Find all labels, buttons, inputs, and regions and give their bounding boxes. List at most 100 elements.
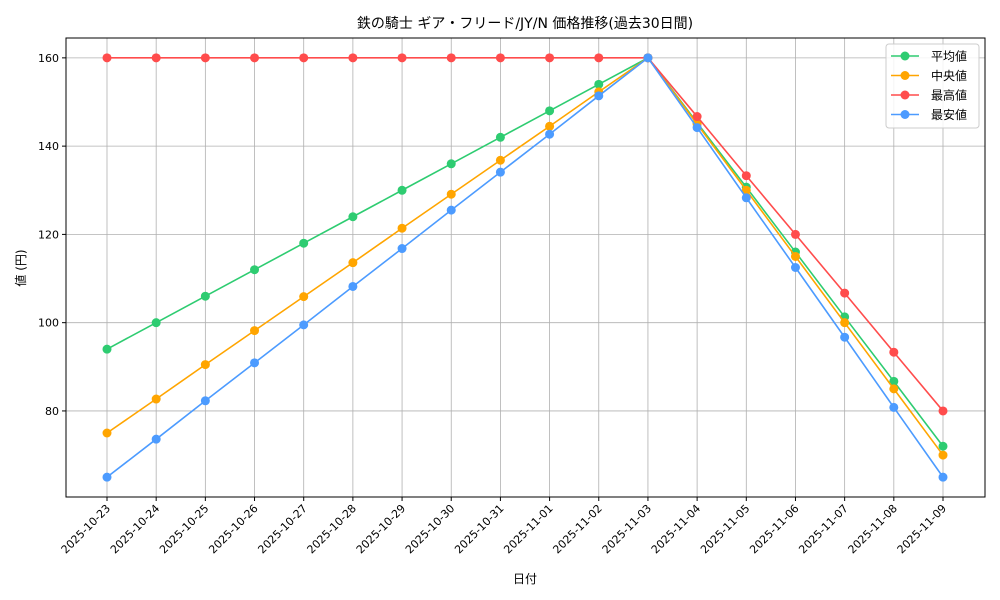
data-point (938, 450, 948, 460)
data-point (348, 53, 358, 63)
data-point (938, 472, 948, 482)
data-point (250, 265, 260, 275)
data-point (200, 396, 210, 406)
data-point (446, 205, 456, 215)
y-axis-label: 値 (円) (13, 249, 28, 286)
y-tick-label: 120 (38, 228, 59, 241)
data-point (889, 376, 899, 386)
x-tick-label: 2025-10-24 (108, 502, 162, 556)
data-point (299, 53, 309, 63)
data-point (397, 244, 407, 254)
data-point (889, 347, 899, 357)
x-tick-label: 2025-11-04 (649, 502, 703, 556)
data-point (594, 53, 604, 63)
x-tick-label: 2025-10-23 (59, 502, 113, 556)
y-tick-label: 80 (45, 405, 59, 418)
data-point (397, 223, 407, 233)
data-point (299, 320, 309, 330)
data-point (545, 53, 555, 63)
data-point (741, 185, 751, 195)
data-point (250, 326, 260, 336)
data-point (200, 360, 210, 370)
x-tick-label: 2025-11-06 (747, 502, 801, 556)
data-point (151, 394, 161, 404)
data-point (348, 281, 358, 291)
data-point (594, 91, 604, 101)
data-point (250, 358, 260, 368)
x-tick-label: 2025-10-27 (255, 502, 309, 556)
series-layer (102, 53, 948, 482)
data-point (790, 263, 800, 272)
data-point (200, 53, 210, 63)
series-line (107, 57, 944, 412)
data-point (495, 167, 505, 177)
series-line (106, 56, 944, 478)
data-point (151, 53, 161, 63)
data-point (741, 193, 751, 203)
data-point (889, 402, 899, 412)
x-tick-label: 2025-10-30 (403, 502, 457, 556)
x-axis-label: 日付 (513, 572, 537, 586)
legend-label: 平均値 (931, 49, 967, 64)
data-point (446, 159, 456, 169)
x-tick-label: 2025-10-28 (305, 502, 359, 556)
grid (66, 38, 985, 497)
data-point (299, 238, 309, 248)
x-tick-label: 2025-11-05 (698, 502, 752, 556)
series-line (106, 56, 944, 456)
series-中央値 (102, 53, 948, 460)
data-point (446, 189, 456, 199)
x-tick-label: 2025-10-31 (452, 502, 506, 556)
data-point (889, 384, 899, 394)
chart-title: 鉄の騎士 ギア・フリード/JY/N 価格推移(過去30日間) (357, 16, 693, 32)
data-point (102, 53, 112, 63)
data-point (102, 428, 112, 438)
data-point (692, 112, 702, 122)
data-point (545, 121, 555, 131)
data-point (200, 291, 210, 301)
data-point (151, 318, 161, 328)
data-point (495, 132, 505, 142)
x-tick-label: 2025-11-01 (501, 502, 555, 556)
data-point (840, 318, 850, 328)
x-tick-label: 2025-11-07 (796, 502, 850, 556)
data-point (840, 332, 850, 342)
x-tick-label: 2025-11-09 (895, 502, 949, 556)
legend-marker (900, 51, 910, 61)
data-point (102, 344, 112, 354)
legend-marker (900, 110, 910, 119)
x-tick-label: 2025-11-08 (846, 502, 900, 556)
data-point (790, 251, 800, 261)
x-tick-label: 2025-11-03 (600, 502, 654, 556)
data-point (151, 434, 161, 444)
data-point (348, 258, 358, 268)
data-point (938, 406, 948, 416)
x-tick-label: 2025-11-02 (550, 502, 604, 556)
data-point (643, 53, 653, 63)
series-最安値 (102, 53, 948, 482)
data-point (495, 53, 505, 63)
data-point (741, 171, 751, 181)
y-tick-label: 160 (38, 52, 59, 65)
y-tick-label: 140 (38, 140, 59, 153)
legend-label: 最高値 (931, 88, 967, 103)
data-point (840, 288, 850, 298)
data-point (692, 123, 702, 133)
series-line (106, 56, 944, 447)
legend-marker (900, 71, 910, 80)
series-最高値 (102, 53, 948, 416)
data-point (250, 53, 260, 63)
legend-label: 中央値 (931, 68, 967, 83)
data-point (102, 472, 112, 482)
series-平均値 (102, 53, 948, 451)
legend-box (885, 43, 980, 129)
x-ticks: 2025-10-232025-10-242025-10-252025-10-26… (59, 497, 949, 556)
data-point (397, 185, 407, 195)
data-point (348, 212, 358, 222)
x-tick-label: 2025-10-29 (354, 502, 408, 556)
plot-frame (65, 37, 986, 498)
data-point (790, 229, 800, 239)
y-ticks: 80 100 120 140 160 (38, 52, 66, 418)
